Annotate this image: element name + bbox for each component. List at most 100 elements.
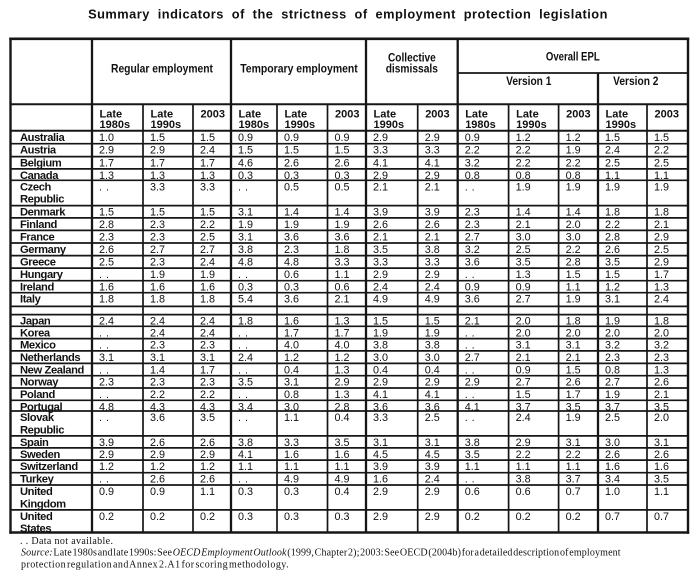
svg-text:2.1: 2.1 (373, 181, 388, 193)
svg-text:0.3: 0.3 (238, 170, 253, 182)
svg-text:Portugal: Portugal (20, 401, 62, 413)
svg-text:Sweden: Sweden (20, 449, 60, 461)
svg-text:2.7: 2.7 (200, 244, 215, 256)
svg-text:. .: . . (465, 412, 476, 424)
svg-text:1.8: 1.8 (150, 294, 165, 306)
svg-text:0.6: 0.6 (335, 282, 350, 294)
svg-text:3.5: 3.5 (373, 244, 388, 256)
svg-text:1.1: 1.1 (654, 486, 669, 498)
svg-text:1.2: 1.2 (566, 132, 581, 144)
svg-text:4.9: 4.9 (284, 474, 299, 486)
svg-text:1.8: 1.8 (654, 207, 669, 219)
svg-text:2.6: 2.6 (605, 449, 620, 461)
svg-text:3.1: 3.1 (516, 340, 531, 352)
svg-text:2.9: 2.9 (516, 437, 531, 449)
svg-text:1.4: 1.4 (516, 207, 531, 219)
svg-text:2.9: 2.9 (99, 449, 114, 461)
svg-text:3.4: 3.4 (238, 401, 253, 413)
svg-text:2.9: 2.9 (425, 170, 440, 182)
svg-text:2.4: 2.4 (605, 145, 620, 157)
svg-text:1.9: 1.9 (605, 181, 620, 193)
svg-text:3.3: 3.3 (335, 257, 350, 269)
svg-text:0.5: 0.5 (284, 181, 299, 193)
svg-text:3.6: 3.6 (373, 401, 388, 413)
svg-text:1.3: 1.3 (335, 316, 350, 328)
svg-text:1980s: 1980s (465, 119, 496, 131)
svg-text:3.5: 3.5 (200, 412, 215, 424)
svg-text:1.8: 1.8 (605, 207, 620, 219)
svg-text:Italy: Italy (20, 294, 42, 306)
svg-text:3.5: 3.5 (654, 401, 669, 413)
svg-text:1.1: 1.1 (566, 282, 581, 294)
svg-text:Finland: Finland (20, 219, 58, 231)
svg-text:0.6: 0.6 (284, 269, 299, 281)
svg-text:1.1: 1.1 (605, 170, 620, 182)
svg-text:4.8: 4.8 (284, 257, 299, 269)
svg-text:4.8: 4.8 (99, 401, 114, 413)
svg-text:1.6: 1.6 (200, 282, 215, 294)
svg-text:. .: . . (465, 474, 476, 486)
svg-text:2003: 2003 (566, 109, 590, 121)
svg-text:1.9: 1.9 (605, 316, 620, 328)
svg-text:3.8: 3.8 (425, 244, 440, 256)
svg-text:2.9: 2.9 (335, 377, 350, 389)
svg-text:. .: . . (465, 181, 476, 193)
svg-text:4.9: 4.9 (425, 294, 440, 306)
svg-text:1990s: 1990s (516, 119, 547, 131)
svg-text:1.2: 1.2 (150, 461, 165, 473)
svg-text:protection regulation and Anne: protection regulation and Annex 2.A1 for… (21, 560, 289, 571)
svg-text:0.3: 0.3 (284, 170, 299, 182)
svg-text:3.5: 3.5 (566, 401, 581, 413)
svg-text:2.9: 2.9 (425, 486, 440, 498)
svg-text:1.9: 1.9 (200, 269, 215, 281)
svg-text:1.1: 1.1 (335, 269, 350, 281)
svg-text:Czech: Czech (20, 181, 52, 193)
svg-text:1.3: 1.3 (335, 389, 350, 401)
svg-text:0.3: 0.3 (335, 170, 350, 182)
svg-text:Korea: Korea (20, 327, 51, 339)
svg-text:1.4: 1.4 (335, 207, 350, 219)
svg-text:0.2: 0.2 (99, 511, 114, 523)
svg-text:0.3: 0.3 (238, 486, 253, 498)
svg-text:3.6: 3.6 (425, 401, 440, 413)
svg-text:2.5: 2.5 (605, 412, 620, 424)
svg-text:1.4: 1.4 (566, 207, 581, 219)
svg-text:3.1: 3.1 (566, 340, 581, 352)
svg-text:New Zealand: New Zealand (20, 364, 85, 376)
svg-text:1.1: 1.1 (284, 461, 299, 473)
svg-text:1.3: 1.3 (200, 170, 215, 182)
svg-text:3.7: 3.7 (566, 474, 581, 486)
svg-text:3.1: 3.1 (284, 377, 299, 389)
svg-text:1.9: 1.9 (373, 327, 388, 339)
svg-text:2.3: 2.3 (150, 377, 165, 389)
svg-text:2.9: 2.9 (425, 269, 440, 281)
svg-text:2.6: 2.6 (605, 244, 620, 256)
svg-text:2.2: 2.2 (566, 244, 581, 256)
svg-text:3.1: 3.1 (200, 352, 215, 364)
svg-text:3.9: 3.9 (373, 207, 388, 219)
svg-text:. .: . . (99, 364, 110, 376)
svg-text:2003: 2003 (201, 109, 225, 121)
svg-text:2.5: 2.5 (516, 244, 531, 256)
svg-text:3.9: 3.9 (99, 437, 114, 449)
svg-text:1990s: 1990s (285, 119, 316, 131)
svg-text:0.9: 0.9 (150, 486, 165, 498)
svg-text:3.7: 3.7 (605, 401, 620, 413)
svg-text:3.9: 3.9 (373, 461, 388, 473)
svg-text:2.2: 2.2 (465, 145, 480, 157)
svg-text:Kingdom: Kingdom (20, 498, 66, 510)
svg-text:1.8: 1.8 (335, 244, 350, 256)
svg-text:1.1: 1.1 (516, 461, 531, 473)
svg-text:0.4: 0.4 (373, 364, 388, 376)
svg-text:1.5: 1.5 (200, 207, 215, 219)
svg-text:0.3: 0.3 (238, 511, 253, 523)
svg-text:3.3: 3.3 (284, 437, 299, 449)
svg-text:2.2: 2.2 (516, 449, 531, 461)
svg-text:. .: . . (99, 269, 110, 281)
svg-text:3.3: 3.3 (373, 257, 388, 269)
svg-text:3.0: 3.0 (425, 352, 440, 364)
svg-text:0.2: 0.2 (516, 511, 531, 523)
svg-text:2.0: 2.0 (605, 327, 620, 339)
svg-text:Switzerland: Switzerland (20, 461, 78, 473)
svg-text:0.6: 0.6 (516, 486, 531, 498)
